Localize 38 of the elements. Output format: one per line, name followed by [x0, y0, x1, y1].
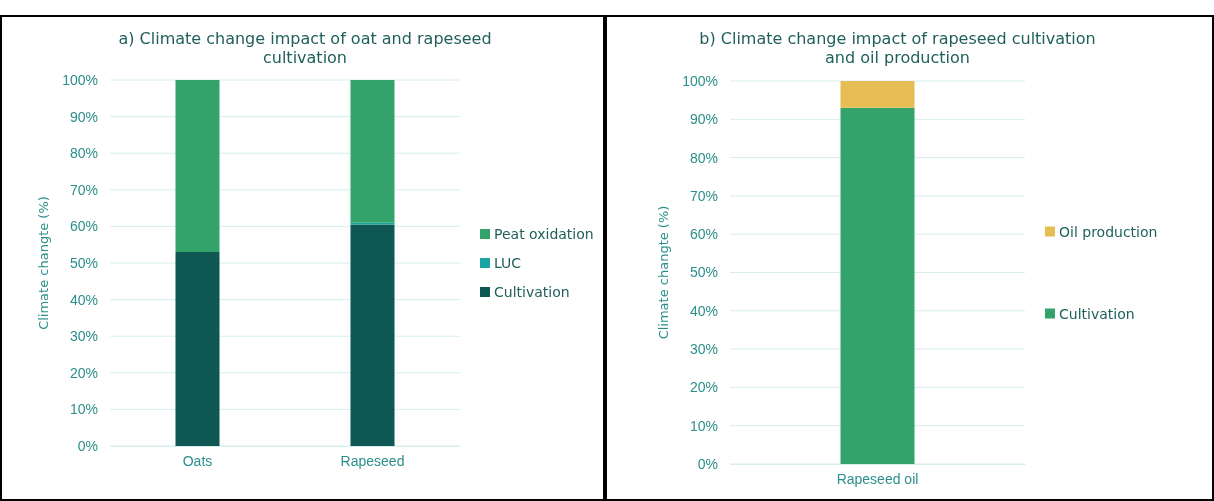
y-tick-label: 60% — [689, 226, 718, 243]
y-tick-label: 80% — [69, 145, 98, 162]
x-tick-label: Oats — [182, 452, 213, 469]
y-tick-label: 30% — [689, 341, 718, 358]
legend-label: Cultivation — [1059, 305, 1135, 322]
y-tick-label: 90% — [689, 111, 718, 128]
y-tick-label: 80% — [689, 149, 718, 166]
y-tick-label: 90% — [69, 108, 98, 125]
legend-label: Cultivation — [494, 284, 570, 300]
y-tick-label: 30% — [69, 328, 98, 345]
y-tick-label: 0% — [77, 437, 98, 454]
y-tick-label: 100% — [62, 71, 98, 88]
bar — [175, 80, 220, 253]
legend-label: Oil production — [1059, 223, 1158, 240]
y-tick-label: 50% — [69, 254, 98, 271]
y-tick-label: 70% — [69, 181, 98, 198]
y-tick-label: 20% — [689, 379, 718, 396]
bar — [350, 224, 395, 446]
y-axis-title: Climate changte (%) — [36, 196, 51, 330]
y-tick-label: 10% — [69, 401, 98, 418]
y-tick-label: 60% — [69, 218, 98, 235]
chart-title: b) Climate change impact of rapeseed cultivation and oil production — [699, 29, 1096, 67]
y-tick-label: 70% — [689, 187, 718, 204]
y-tick-label: 40% — [689, 302, 718, 319]
chart-title: a) Climate change impact of oat and rapeseed cultivation — [118, 29, 492, 67]
y-tick-label: 10% — [689, 417, 718, 434]
x-tick-label: Rapeseed oil — [836, 470, 919, 487]
y-tick-label: 50% — [689, 264, 718, 281]
y-tick-label: 20% — [69, 364, 98, 381]
x-tick-label: Rapeseed — [340, 452, 405, 469]
y-tick-label: 100% — [682, 72, 718, 89]
bar — [175, 252, 220, 446]
legend-label: LUC — [494, 255, 522, 271]
legend-label: Peat oxidation — [494, 226, 594, 242]
y-tick-label: 0% — [697, 455, 718, 472]
y-axis-title: Climate changte (%) — [656, 205, 671, 340]
y-tick-label: 40% — [69, 291, 98, 308]
bar — [350, 80, 395, 223]
